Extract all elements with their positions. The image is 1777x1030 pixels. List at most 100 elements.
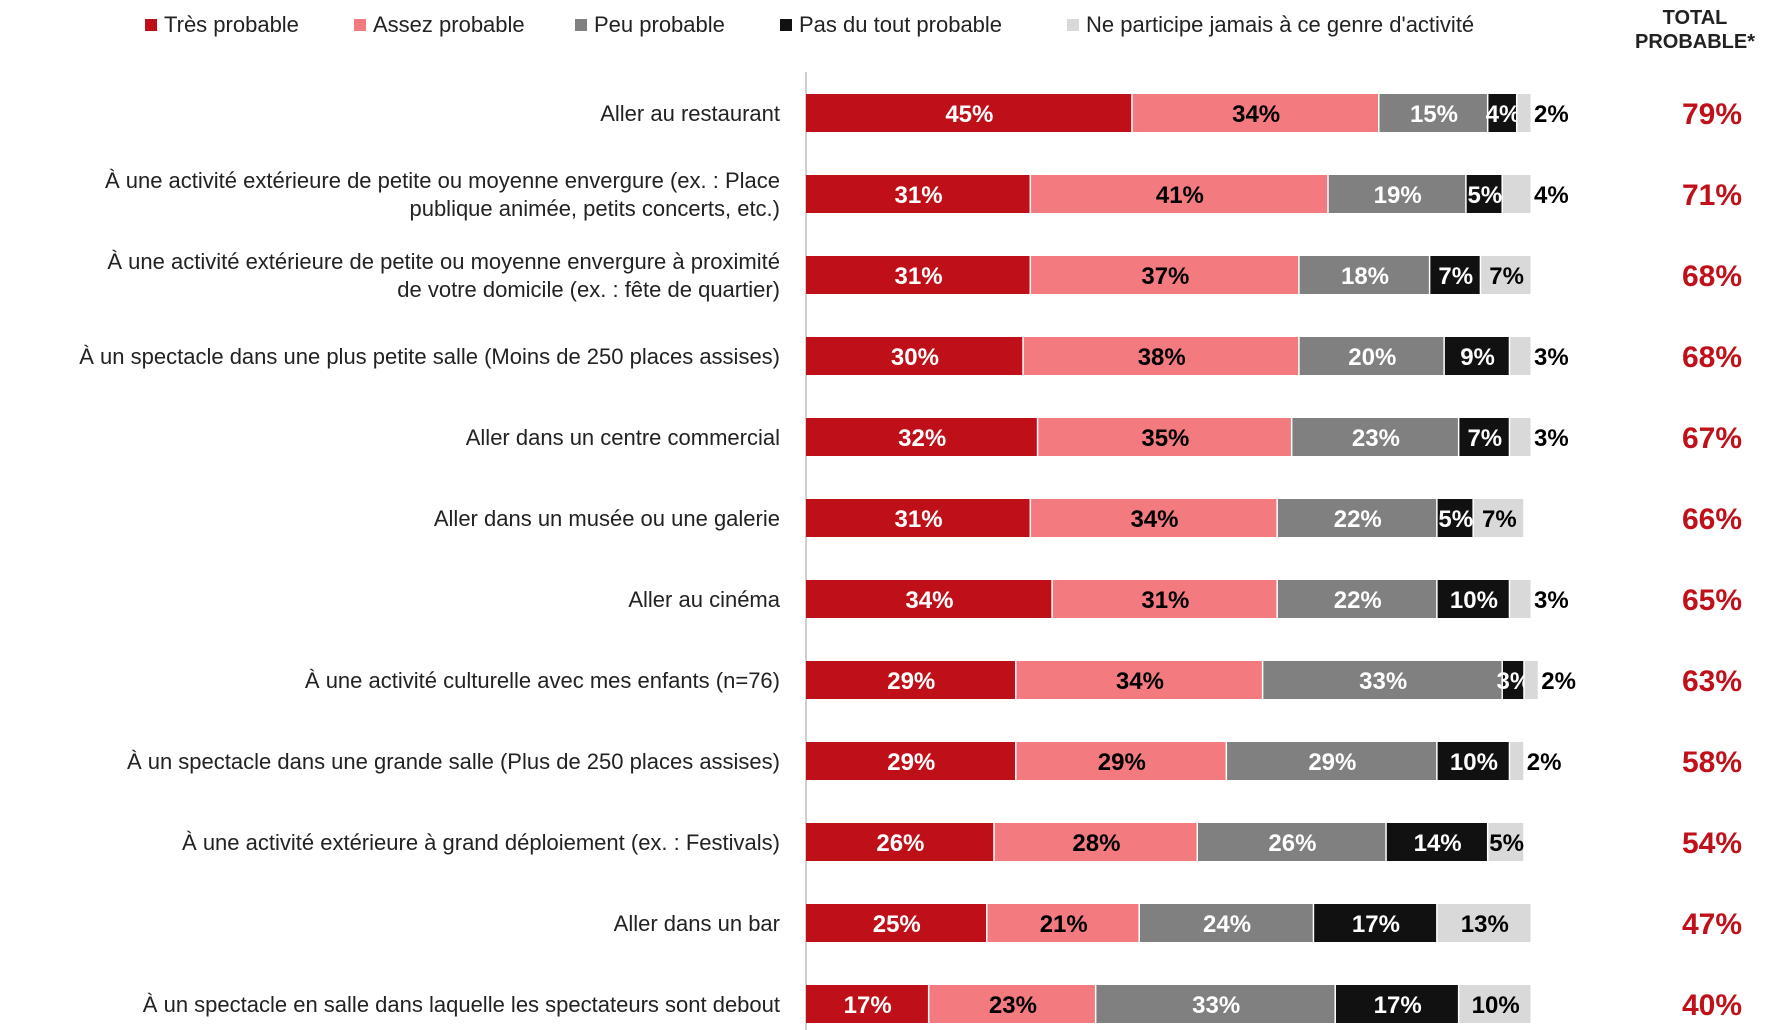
bar-segment — [806, 337, 1023, 375]
category-label: À une activité extérieure de petite ou m… — [105, 168, 780, 193]
bar-value-label: 17% — [1352, 911, 1400, 938]
bar-segment — [1473, 499, 1524, 537]
bar-value-label: 7% — [1489, 263, 1524, 290]
bar-segment — [1031, 256, 1299, 294]
bar-segment — [1132, 94, 1379, 132]
bar-value-label: 10% — [1472, 992, 1520, 1019]
bar-segment — [1444, 337, 1509, 375]
total-probable-value: 79% — [1682, 98, 1742, 131]
bar-segment — [1430, 256, 1480, 294]
bar-segment — [1038, 418, 1291, 456]
bar-segment — [1277, 499, 1437, 537]
legend-item: Très probable — [145, 12, 299, 38]
total-probable-value: 65% — [1682, 584, 1742, 617]
legend-label: Ne participe jamais à ce genre d'activit… — [1086, 12, 1475, 37]
chart-legend: Très probable Assez probable Peu probable P… — [0, 0, 1777, 50]
bar-segment — [1139, 904, 1313, 942]
bar-segment — [1314, 904, 1437, 942]
category-label: Aller au restaurant — [600, 101, 780, 126]
bar-segment — [1488, 94, 1516, 132]
total-header-line1: TOTAL — [1662, 7, 1728, 29]
legend-item: Ne participe jamais à ce genre d'activit… — [1067, 12, 1474, 38]
total-probable-value: 67% — [1682, 422, 1742, 455]
bar-segment — [806, 661, 1016, 699]
total-probable-value: 63% — [1682, 665, 1742, 698]
bar-segment — [1510, 337, 1531, 375]
bar-value-label: 18% — [1341, 263, 1389, 290]
bar-segment — [1328, 175, 1466, 213]
bar-value-label: 23% — [1352, 425, 1400, 452]
bar-segment — [1502, 175, 1531, 213]
bar-segment — [1386, 823, 1487, 861]
bar-value-label: 38% — [1138, 344, 1186, 371]
total-probable-value: 66% — [1682, 503, 1742, 536]
bar-value-label: 2% — [1541, 668, 1576, 695]
bar-value-label: 3% — [1534, 425, 1569, 452]
bar-value-label: 22% — [1334, 587, 1382, 614]
bar-value-label: 21% — [1040, 911, 1088, 938]
bar-value-label: 33% — [1192, 992, 1240, 1019]
bar-segment — [1502, 661, 1524, 699]
legend-item: Pas du tout probable — [780, 12, 1002, 38]
bar-segment — [806, 499, 1030, 537]
bar-value-label: 31% — [895, 506, 943, 533]
category-label: Aller dans un bar — [614, 911, 780, 936]
bar-segment — [1299, 256, 1429, 294]
legend-swatch — [354, 19, 366, 31]
bar-value-label: 5% — [1467, 182, 1502, 209]
category-label: Aller dans un musée ou une galerie — [434, 506, 780, 531]
bar-value-label: 26% — [876, 830, 924, 857]
bar-value-label: 34% — [1232, 101, 1280, 128]
total-probable-value: 68% — [1682, 341, 1742, 374]
bar-segment — [1031, 499, 1277, 537]
total-probable-value: 47% — [1682, 908, 1742, 941]
bar-segment — [987, 904, 1139, 942]
legend-swatch — [780, 19, 792, 31]
bar-value-label: 35% — [1141, 425, 1189, 452]
bar-value-label: 41% — [1156, 182, 1204, 209]
bar-value-label: 3% — [1534, 344, 1569, 371]
bar-value-label: 29% — [887, 668, 935, 695]
bar-segment — [1016, 742, 1226, 780]
bar-segment — [1335, 985, 1458, 1023]
legend-label: Pas du tout probable — [799, 12, 1003, 37]
category-label: publique animée, petits concerts, etc.) — [409, 196, 780, 221]
bar-segment — [1227, 742, 1437, 780]
bar-segment — [1023, 337, 1299, 375]
bar-value-label: 4% — [1534, 182, 1569, 209]
bar-value-label: 29% — [1098, 749, 1146, 776]
bar-value-label: 20% — [1348, 344, 1396, 371]
legend-item: Peu probable — [575, 12, 725, 38]
bar-value-label: 29% — [887, 749, 935, 776]
total-probable-value: 40% — [1682, 989, 1742, 1022]
bar-value-label: 2% — [1534, 101, 1569, 128]
bar-segment — [1437, 904, 1531, 942]
bar-segment — [1510, 580, 1531, 618]
bar-segment — [806, 94, 1132, 132]
legend-swatch — [145, 19, 157, 31]
bar-segment — [1277, 580, 1437, 618]
category-label: Aller au cinéma — [628, 587, 780, 612]
total-probable-header: TOTAL PROBABLE* — [1620, 6, 1770, 54]
bar-segment — [806, 175, 1030, 213]
bar-value-label: 30% — [891, 344, 939, 371]
bar-value-label: 5% — [1438, 506, 1473, 533]
bar-segment — [1052, 580, 1277, 618]
bar-value-label: 32% — [898, 425, 946, 452]
legend-item: Assez probable — [354, 12, 525, 38]
bar-segment — [1481, 256, 1531, 294]
bar-segment — [806, 985, 928, 1023]
total-probable-value: 58% — [1682, 746, 1742, 779]
bar-segment — [1096, 985, 1335, 1023]
bar-segment — [1263, 661, 1502, 699]
bar-value-label: 15% — [1410, 101, 1458, 128]
legend-label: Assez probable — [373, 12, 525, 37]
bar-segment — [806, 256, 1030, 294]
bar-segment — [1299, 337, 1444, 375]
bar-value-label: 37% — [1141, 263, 1189, 290]
bar-segment — [929, 985, 1095, 1023]
legend-swatch — [575, 19, 587, 31]
bar-segment — [1379, 94, 1487, 132]
bar-value-label: 10% — [1450, 587, 1498, 614]
